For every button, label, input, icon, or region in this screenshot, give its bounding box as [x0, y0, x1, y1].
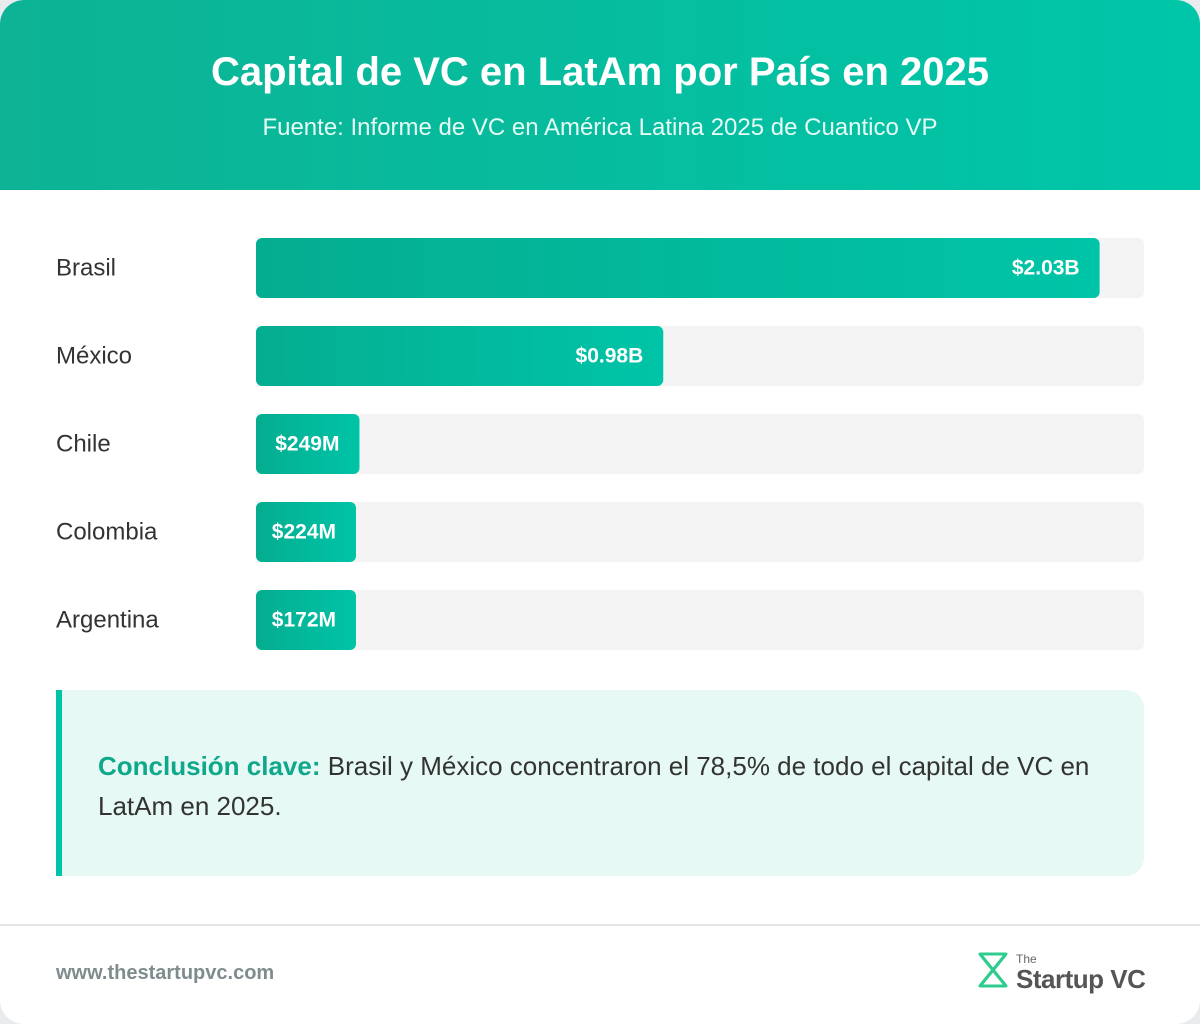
bar-track [256, 414, 1144, 474]
value-label: $249M [275, 433, 339, 456]
chart: Brasil $2.03B México $0.98B Chile $249M Colomb… [56, 238, 1144, 650]
chart-subtitle: Fuente: Informe de VC en América Latina … [262, 114, 938, 141]
callout-text: Brasil y México concentraron el 78,5% de… [98, 751, 1090, 821]
value-label: $172M [272, 609, 336, 632]
bar-track [256, 590, 1144, 650]
value-label: $0.98B [576, 345, 644, 368]
bar-track [256, 502, 1144, 562]
logo-text: Startup VC [1016, 964, 1146, 994]
callout-label: Conclusión clave: [98, 751, 321, 781]
logo-icon [978, 952, 1008, 988]
value-label: $2.03B [1012, 257, 1080, 280]
category-label: Chile [56, 430, 111, 457]
header: Capital de VC en LatAm por País en 2025 … [0, 0, 1200, 190]
bar [256, 502, 356, 562]
category-label: México [56, 342, 132, 369]
logo: The Startup VC [976, 952, 1146, 994]
callout: Conclusión clave: Brasil y México concen… [56, 690, 1144, 876]
category-label: Brasil [56, 254, 116, 281]
bar [256, 326, 664, 386]
bar [256, 414, 360, 474]
value-label: $224M [272, 521, 336, 544]
divider [0, 924, 1200, 926]
chart-title: Capital de VC en LatAm por País en 2025 [210, 50, 990, 94]
bar [256, 590, 356, 650]
logo-small: The [1016, 952, 1037, 966]
category-label: Colombia [56, 518, 158, 545]
footer-url: www.thestartupvc.com [56, 962, 275, 984]
category-label: Argentina [56, 606, 159, 633]
bar [256, 238, 1100, 298]
